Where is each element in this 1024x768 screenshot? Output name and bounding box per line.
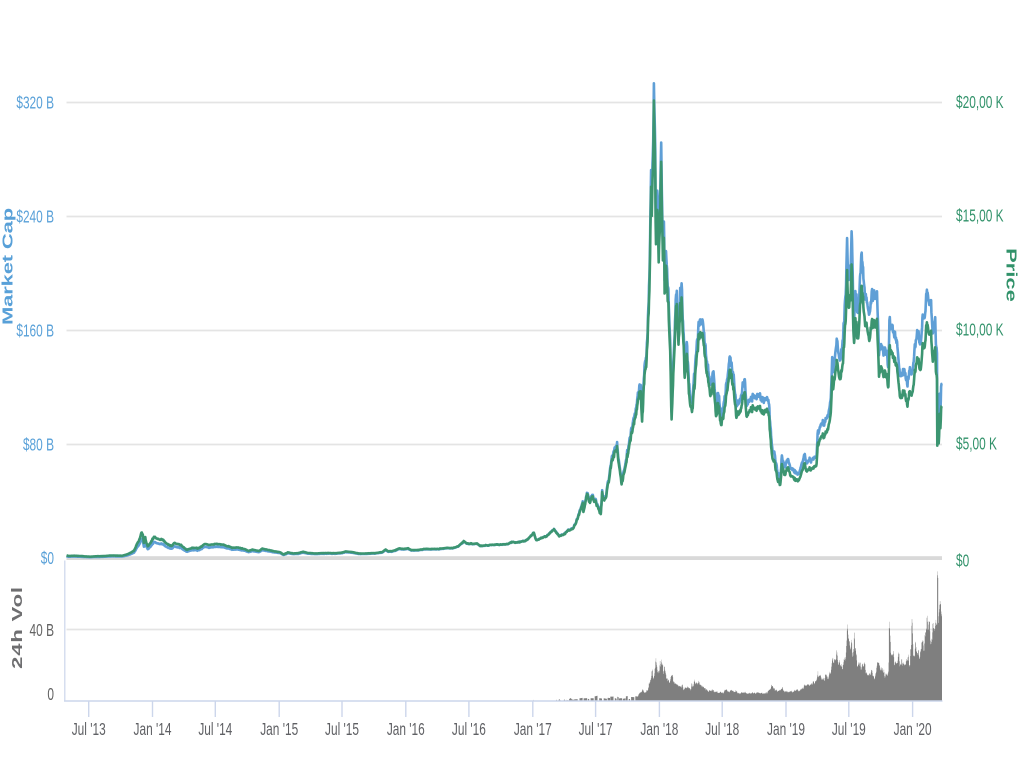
svg-text:Jan '20: Jan '20 — [894, 720, 932, 740]
svg-text:Jan '14: Jan '14 — [134, 720, 172, 740]
svg-text:Jul '19: Jul '19 — [832, 720, 866, 740]
svg-text:Jan '15: Jan '15 — [260, 720, 298, 740]
svg-text:Jan '18: Jan '18 — [640, 720, 678, 740]
svg-text:$5,00 K: $5,00 K — [956, 434, 997, 454]
svg-text:Market Cap: Market Cap — [0, 208, 16, 325]
svg-text:$15,00 K: $15,00 K — [956, 206, 1004, 226]
svg-text:Jul '16: Jul '16 — [452, 720, 486, 740]
svg-text:$0: $0 — [41, 549, 54, 569]
svg-text:Jan '19: Jan '19 — [767, 720, 805, 740]
svg-text:Jul '13: Jul '13 — [72, 720, 106, 740]
svg-text:$80 B: $80 B — [23, 435, 54, 455]
svg-text:40 B: 40 B — [30, 621, 54, 641]
svg-text:$320 B: $320 B — [16, 93, 54, 113]
svg-text:Jul '14: Jul '14 — [198, 720, 232, 740]
svg-text:Jan '16: Jan '16 — [387, 720, 425, 740]
svg-text:Jul '18: Jul '18 — [705, 720, 739, 740]
svg-text:0: 0 — [47, 685, 54, 705]
svg-text:Price: Price — [1003, 248, 1019, 302]
svg-text:Jul '15: Jul '15 — [325, 720, 359, 740]
svg-text:$10,00 K: $10,00 K — [956, 320, 1004, 340]
svg-text:Jan '17: Jan '17 — [514, 720, 552, 740]
svg-text:$20,00 K: $20,00 K — [956, 93, 1004, 113]
svg-text:$0: $0 — [956, 551, 969, 571]
svg-text:$160 B: $160 B — [16, 321, 54, 341]
svg-text:Jul '17: Jul '17 — [579, 720, 613, 740]
svg-text:24h Vol: 24h Vol — [9, 586, 25, 669]
svg-text:$240 B: $240 B — [16, 207, 54, 227]
